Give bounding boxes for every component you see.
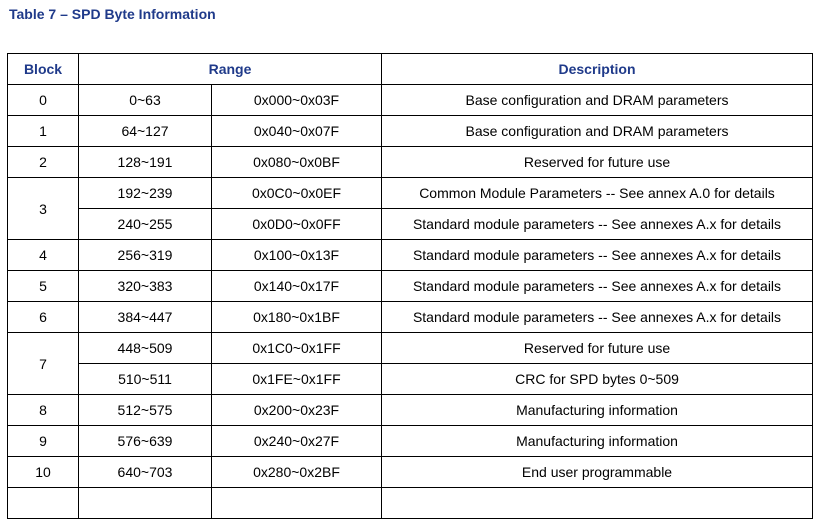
range-hex-cell: 0x180~0x1BF (211, 301, 382, 333)
header-row: Block Range Description (7, 53, 813, 85)
block-cell: 0 (7, 84, 79, 116)
description-cell: Manufacturing information (381, 425, 813, 457)
range-dec-cell: 0~63 (78, 84, 212, 116)
description-cell: Standard module parameters -- See annexe… (381, 301, 813, 333)
description-cell: Common Module Parameters -- See annex A.… (381, 177, 813, 209)
range-dec-cell: 320~383 (78, 270, 212, 302)
table-row: 1 64~127 0x040~0x07F Base configuration and… (7, 115, 813, 147)
range-dec-cell: 192~239 (78, 177, 212, 209)
table-row: 9 576~639 0x240~0x27F Manufacturing informa… (7, 425, 813, 457)
block-cell: 7 (7, 332, 79, 395)
range-dec-cell: 512~575 (78, 394, 212, 426)
table-row: 8 512~575 0x200~0x23F Manufacturing informa… (7, 394, 813, 426)
description-cell: Standard module parameters -- See annexe… (381, 239, 813, 271)
table-row: 510~511 0x1FE~0x1FF CRC for SPD bytes 0~50… (8, 363, 813, 395)
table-body: 0 0~63 0x000~0x03F Base configuration and D… (7, 84, 813, 519)
block-cell (7, 487, 79, 519)
table-row: 10 640~703 0x280~0x2BF End user programmabl… (7, 456, 813, 488)
block-cell: 3 (7, 177, 79, 240)
block-cell: 8 (7, 394, 79, 426)
description-cell: CRC for SPD bytes 0~509 (381, 363, 813, 395)
table-row: 3 192~239 0x0C0~0x0EF Common Module Paramet… (7, 177, 813, 240)
table-row: 240~255 0x0D0~0x0FF Standard module parame… (8, 208, 813, 240)
range-hex-cell: 0x1FE~0x1FF (211, 363, 382, 395)
range-hex-cell: 0x0D0~0x0FF (211, 208, 382, 240)
table-row: 0 0~63 0x000~0x03F Base configuration and D… (7, 84, 813, 116)
block-cell: 2 (7, 146, 79, 178)
range-hex-cell: 0x280~0x2BF (211, 456, 382, 488)
description-cell: Base configuration and DRAM parameters (381, 115, 813, 147)
range-dec-cell: 240~255 (78, 208, 212, 240)
block-cell: 5 (7, 270, 79, 302)
range-hex-cell: 0x040~0x07F (211, 115, 382, 147)
description-cell: Base configuration and DRAM parameters (381, 84, 813, 116)
description-cell (381, 487, 813, 519)
header-range: Range (78, 53, 382, 85)
range-hex-cell (211, 487, 382, 519)
block-cell: 1 (7, 115, 79, 147)
range-dec-cell: 128~191 (78, 146, 212, 178)
table-row: 7 448~509 0x1C0~0x1FF Reserved for future u… (7, 332, 813, 395)
block-cell: 10 (7, 456, 79, 488)
description-cell: Reserved for future use (381, 332, 813, 364)
range-dec-cell (78, 487, 212, 519)
range-hex-cell: 0x240~0x27F (211, 425, 382, 457)
range-dec-cell: 510~511 (78, 363, 212, 395)
range-hex-cell: 0x000~0x03F (211, 84, 382, 116)
block-cell: 6 (7, 301, 79, 333)
block-cell: 9 (7, 425, 79, 457)
table-row: 2 128~191 0x080~0x0BF Reserved for future u… (7, 146, 813, 178)
range-hex-cell: 0x100~0x13F (211, 239, 382, 271)
block-cell: 4 (7, 239, 79, 271)
range-hex-cell: 0x1C0~0x1FF (211, 332, 382, 364)
description-cell: Manufacturing information (381, 394, 813, 426)
range-hex-cell: 0x0C0~0x0EF (211, 177, 382, 209)
description-cell: Reserved for future use (381, 146, 813, 178)
spd-byte-table: Block Range Description 0 0~63 0x000~0x03F… (7, 53, 813, 519)
table-row: 6 384~447 0x180~0x1BF Standard module param… (7, 301, 813, 333)
header-description: Description (381, 53, 813, 85)
range-dec-cell: 448~509 (78, 332, 212, 364)
range-dec-cell: 576~639 (78, 425, 212, 457)
description-cell: Standard module parameters -- See annexe… (381, 270, 813, 302)
header-block: Block (7, 53, 79, 85)
range-hex-cell: 0x080~0x0BF (211, 146, 382, 178)
range-hex-cell: 0x140~0x17F (211, 270, 382, 302)
table-row: 5 320~383 0x140~0x17F Standard module param… (7, 270, 813, 302)
description-cell: End user programmable (381, 456, 813, 488)
range-hex-cell: 0x200~0x23F (211, 394, 382, 426)
table-row: 4 256~319 0x100~0x13F Standard module param… (7, 239, 813, 271)
range-dec-cell: 640~703 (78, 456, 212, 488)
range-dec-cell: 256~319 (78, 239, 212, 271)
description-cell: Standard module parameters -- See annexe… (381, 208, 813, 240)
range-dec-cell: 64~127 (78, 115, 212, 147)
table-row (7, 487, 813, 519)
range-dec-cell: 384~447 (78, 301, 212, 333)
table-caption: Table 7 – SPD Byte Information (9, 6, 216, 22)
